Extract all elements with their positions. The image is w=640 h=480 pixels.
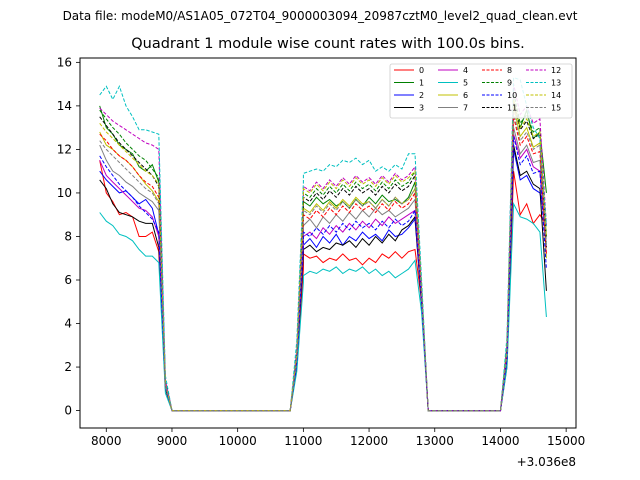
y-tick-label: 16 [57, 55, 72, 69]
legend-label-7: 7 [463, 104, 468, 113]
x-tick-label: 9000 [157, 434, 188, 448]
y-tick-label: 4 [64, 317, 72, 331]
y-tick-label: 6 [64, 273, 72, 287]
legend-label-10: 10 [507, 91, 517, 100]
chart-title: Quadrant 1 module wise count rates with … [131, 36, 525, 52]
y-tick-label: 8 [64, 229, 72, 243]
legend-label-2: 2 [419, 91, 424, 100]
legend-label-13: 13 [551, 79, 561, 88]
x-tick-label: 10000 [219, 434, 257, 448]
y-tick-label: 10 [57, 186, 72, 200]
x-tick-label: 12000 [350, 434, 388, 448]
legend-label-12: 12 [551, 66, 561, 75]
legend-label-14: 14 [551, 91, 561, 100]
series-line-15 [99, 112, 547, 412]
legend-box [389, 63, 573, 119]
x-tick-label: 11000 [284, 434, 322, 448]
x-tick-label: 15000 [547, 434, 585, 448]
x-axis: 8000 9000 10000 11000 12000 13000 14000 15000 [91, 428, 585, 448]
y-tick-label: 14 [57, 99, 72, 113]
x-tick-label: 8000 [91, 434, 122, 448]
legend-label-3: 3 [419, 104, 424, 113]
x-tick-label: 14000 [481, 434, 519, 448]
legend-label-11: 11 [507, 104, 517, 113]
legend-label-6: 6 [463, 91, 468, 100]
legend-label-0: 0 [419, 66, 424, 75]
plot-area: 8000 9000 10000 11000 12000 13000 14000 15000 0… [57, 55, 586, 469]
legend-label-8: 8 [507, 66, 512, 75]
y-tick-label: 2 [64, 360, 72, 374]
y-tick-label: 12 [57, 142, 72, 156]
y-tick-label: 0 [64, 404, 72, 418]
legend-label-15: 15 [551, 104, 561, 113]
legend-label-4: 4 [463, 66, 468, 75]
series-layer [99, 76, 547, 412]
legend-label-9: 9 [507, 79, 512, 88]
x-tick-label: 13000 [416, 434, 454, 448]
axes-frame [79, 57, 577, 429]
suptitle: Data file: modeM0/AS1A05_072T04_90000030… [63, 9, 578, 23]
x-offset-label: +3.036e8 [517, 455, 576, 469]
legend-label-5: 5 [463, 79, 468, 88]
legend-label-1: 1 [419, 79, 424, 88]
y-axis: 0 2 4 6 8 10 12 14 16 [57, 55, 80, 418]
